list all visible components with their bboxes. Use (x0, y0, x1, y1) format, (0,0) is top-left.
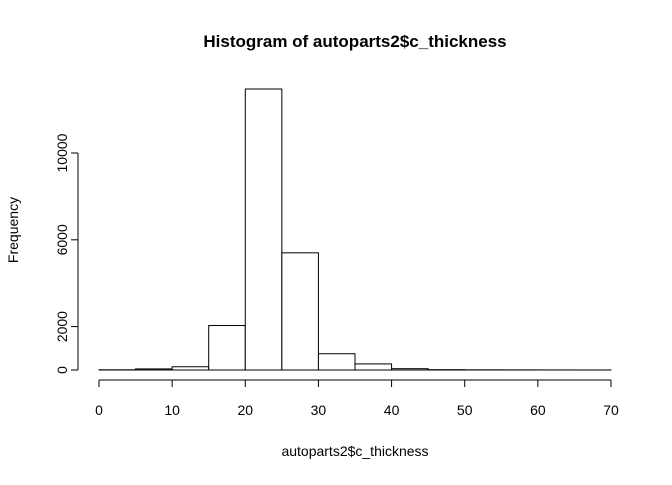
histogram-bar (136, 369, 173, 370)
histogram-bar (392, 369, 429, 370)
x-tick-label: 60 (530, 402, 546, 418)
x-axis-label: autoparts2$c_thickness (281, 443, 428, 459)
histogram-bars (99, 89, 611, 370)
histogram-bar (172, 367, 209, 370)
y-tick-label: 6000 (54, 224, 70, 255)
histogram-bar (209, 326, 246, 370)
x-axis: 0 10 20 30 40 50 60 70 (95, 380, 619, 418)
y-axis: 0 2000 6000 10000 (54, 133, 78, 374)
x-tick-label: 40 (384, 402, 400, 418)
x-tick-label: 0 (95, 402, 103, 418)
chart-title: Histogram of autoparts2$c_thickness (203, 32, 506, 51)
y-tick-label: 2000 (54, 311, 70, 342)
x-tick-label: 20 (237, 402, 253, 418)
x-tick-label: 30 (311, 402, 327, 418)
y-tick-label: 10000 (54, 133, 70, 172)
x-tick-label: 70 (603, 402, 619, 418)
histogram-bar (282, 253, 319, 370)
x-tick-label: 50 (457, 402, 473, 418)
y-tick-label: 0 (54, 366, 70, 374)
x-tick-label: 10 (164, 402, 180, 418)
y-axis-label: Frequency (5, 197, 21, 263)
histogram-bar (355, 364, 392, 370)
histogram-bar (245, 89, 282, 370)
histogram-bar (318, 354, 355, 370)
